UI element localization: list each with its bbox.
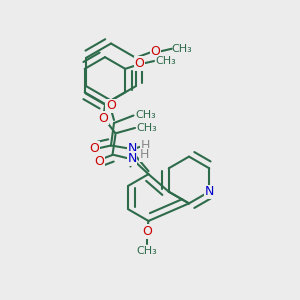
Text: CH₃: CH₃ bbox=[172, 44, 192, 54]
Text: O: O bbox=[106, 99, 116, 112]
Text: O: O bbox=[98, 112, 108, 125]
Text: H: H bbox=[141, 139, 150, 152]
Text: CH₃: CH₃ bbox=[136, 246, 157, 256]
Text: O: O bbox=[142, 225, 152, 238]
Text: O: O bbox=[135, 57, 145, 70]
Text: H: H bbox=[140, 148, 149, 161]
Text: O: O bbox=[150, 45, 160, 58]
Text: CH₃: CH₃ bbox=[136, 123, 157, 133]
Text: N: N bbox=[127, 142, 137, 155]
Text: O: O bbox=[90, 142, 99, 155]
Text: CH₃: CH₃ bbox=[135, 110, 156, 121]
Text: O: O bbox=[94, 155, 104, 168]
Text: CH₃: CH₃ bbox=[155, 56, 176, 66]
Text: N: N bbox=[205, 185, 214, 198]
Text: N: N bbox=[127, 152, 137, 165]
